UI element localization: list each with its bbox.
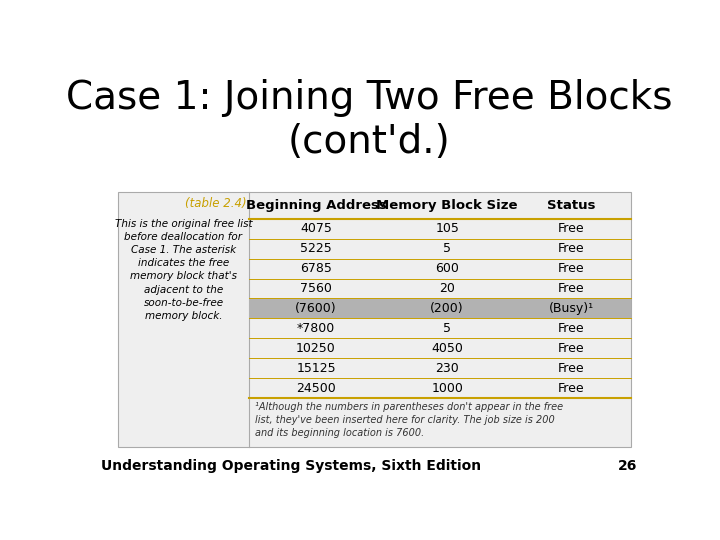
- Text: 6785: 6785: [300, 262, 332, 275]
- Text: (table 2.4): (table 2.4): [184, 197, 246, 210]
- Text: Free: Free: [558, 282, 585, 295]
- Text: 15125: 15125: [296, 362, 336, 375]
- Text: 4075: 4075: [300, 222, 332, 235]
- Text: Beginning Address: Beginning Address: [246, 199, 387, 212]
- Text: ¹Although the numbers in parentheses don't appear in the free
list, they've been: ¹Although the numbers in parentheses don…: [255, 402, 563, 438]
- Text: (200): (200): [431, 302, 464, 315]
- Text: Free: Free: [558, 242, 585, 255]
- Text: Free: Free: [558, 262, 585, 275]
- FancyBboxPatch shape: [249, 299, 631, 319]
- Text: Free: Free: [558, 382, 585, 395]
- Text: (Busy)¹: (Busy)¹: [549, 302, 594, 315]
- Text: 20: 20: [439, 282, 455, 295]
- Text: 24500: 24500: [296, 382, 336, 395]
- Text: Free: Free: [558, 342, 585, 355]
- Text: 4050: 4050: [431, 342, 463, 355]
- Text: Free: Free: [558, 322, 585, 335]
- Text: Understanding Operating Systems, Sixth Edition: Understanding Operating Systems, Sixth E…: [101, 459, 481, 473]
- Text: 5: 5: [443, 242, 451, 255]
- Text: Free: Free: [558, 222, 585, 235]
- Text: 600: 600: [435, 262, 459, 275]
- Text: Memory Block Size: Memory Block Size: [377, 199, 518, 212]
- Text: 26: 26: [618, 459, 637, 473]
- Text: *7800: *7800: [297, 322, 335, 335]
- Text: 5: 5: [443, 322, 451, 335]
- Text: Free: Free: [558, 362, 585, 375]
- Text: This is the original free list
before deallocation for
Case 1. The asterisk
indi: This is the original free list before de…: [114, 219, 252, 321]
- Text: Case 1: Joining Two Free Blocks
(cont'd.): Case 1: Joining Two Free Blocks (cont'd.…: [66, 79, 672, 161]
- Text: 5225: 5225: [300, 242, 332, 255]
- Text: 1000: 1000: [431, 382, 463, 395]
- Text: (7600): (7600): [295, 302, 337, 315]
- Text: 105: 105: [435, 222, 459, 235]
- FancyBboxPatch shape: [118, 192, 631, 447]
- Text: 230: 230: [436, 362, 459, 375]
- Text: 7560: 7560: [300, 282, 332, 295]
- Text: Status: Status: [547, 199, 595, 212]
- Text: 10250: 10250: [296, 342, 336, 355]
